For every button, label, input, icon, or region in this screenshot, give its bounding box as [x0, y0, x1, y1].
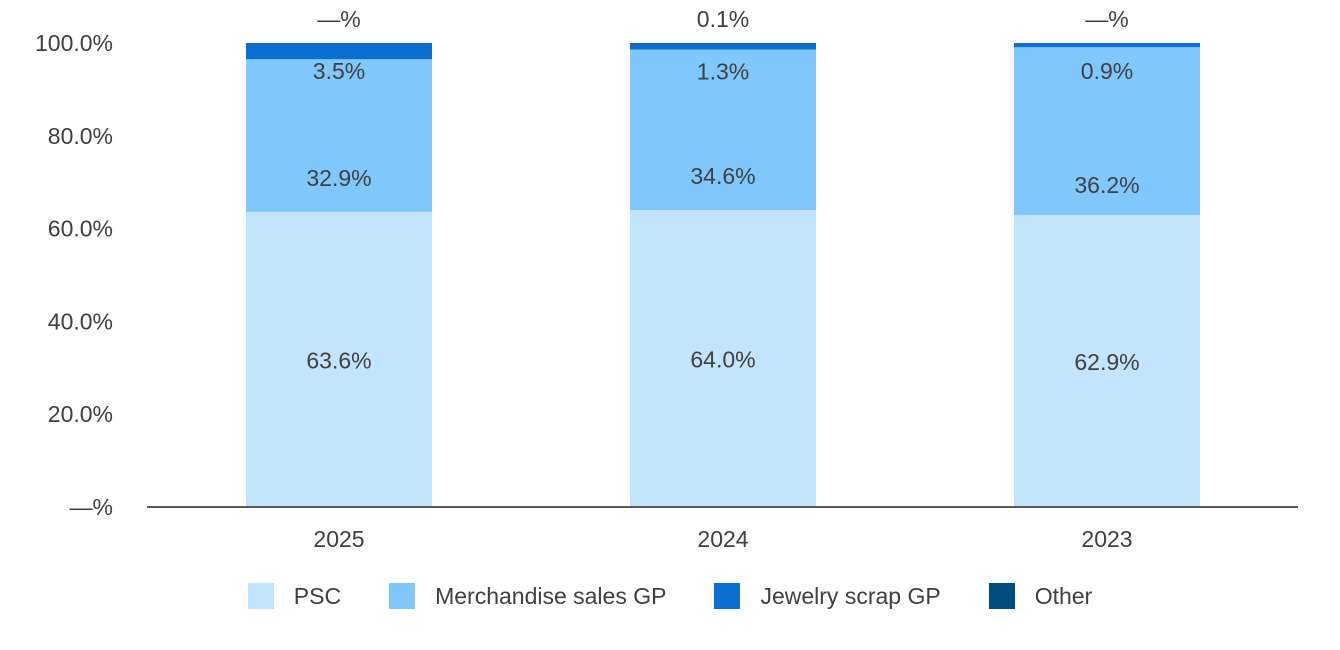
legend-swatch-psc [247, 583, 274, 609]
data-label-jewelry-scrap-gp-2025: 3.5% [313, 58, 365, 84]
legend-label-other: Other [1034, 582, 1093, 609]
legend-label-jewelry-scrap-gp: Jewelry scrap GP [760, 582, 941, 609]
bar-segment-psc-2025 [246, 211, 432, 507]
bar-segment-jewelry-scrap-gp-2025 [246, 43, 432, 60]
data-label-other-2023: —% [1085, 6, 1128, 32]
legend-label-psc: PSC [293, 582, 342, 609]
data-label-merchandise-sales-gp-2024: 34.6% [690, 163, 755, 189]
x-tick-label-2023: 2023 [1081, 526, 1132, 552]
legend-item-psc: PSC [247, 582, 342, 610]
y-tick-label: —% [70, 494, 113, 520]
bar-segment-merchandise-sales-gp-2023 [1014, 47, 1200, 216]
bar-segment-merchandise-sales-gp-2025 [246, 59, 432, 212]
y-tick-label: 80.0% [48, 123, 113, 149]
legend-item-jewelry-scrap-gp: Jewelry scrap GP [714, 582, 941, 610]
data-label-merchandise-sales-gp-2025: 32.9% [306, 165, 371, 191]
data-label-psc-2024: 64.0% [690, 347, 755, 373]
y-tick-label: 20.0% [48, 401, 113, 427]
legend-label-merchandise-sales-gp: Merchandise sales GP [435, 582, 667, 609]
legend-item-merchandise-sales-gp: Merchandise sales GP [389, 583, 666, 610]
data-label-merchandise-sales-gp-2023: 36.2% [1074, 172, 1139, 198]
y-tick-label: 40.0% [48, 308, 113, 334]
chart-legend: PSC Merchandise sales GP Jewelry scrap G… [0, 578, 1340, 614]
legend-swatch-other [988, 583, 1015, 609]
bar-segment-jewelry-scrap-gp-2024 [630, 43, 816, 50]
legend-swatch-jewelry-scrap-gp [714, 583, 741, 609]
data-label-psc-2025: 63.6% [306, 347, 371, 373]
bar-segment-merchandise-sales-gp-2024 [630, 49, 816, 211]
bar-segment-psc-2024 [630, 210, 816, 508]
bar-segment-psc-2023 [1014, 215, 1200, 508]
x-tick-label-2025: 2025 [313, 526, 364, 552]
bar-segment-jewelry-scrap-gp-2023 [1014, 43, 1200, 48]
data-label-psc-2023: 62.9% [1074, 349, 1139, 375]
legend-swatch-merchandise-sales-gp [389, 583, 416, 609]
y-tick-label: 60.0% [48, 216, 113, 242]
legend-item-other: Other [988, 582, 1093, 610]
data-label-other-2024: 0.1% [697, 6, 749, 32]
data-label-jewelry-scrap-gp-2024: 1.3% [697, 58, 749, 84]
x-tick-label-2024: 2024 [697, 526, 748, 552]
data-label-jewelry-scrap-gp-2023: 0.9% [1081, 58, 1133, 84]
data-label-other-2025: —% [317, 6, 360, 32]
y-tick-label: 100.0% [35, 30, 113, 56]
